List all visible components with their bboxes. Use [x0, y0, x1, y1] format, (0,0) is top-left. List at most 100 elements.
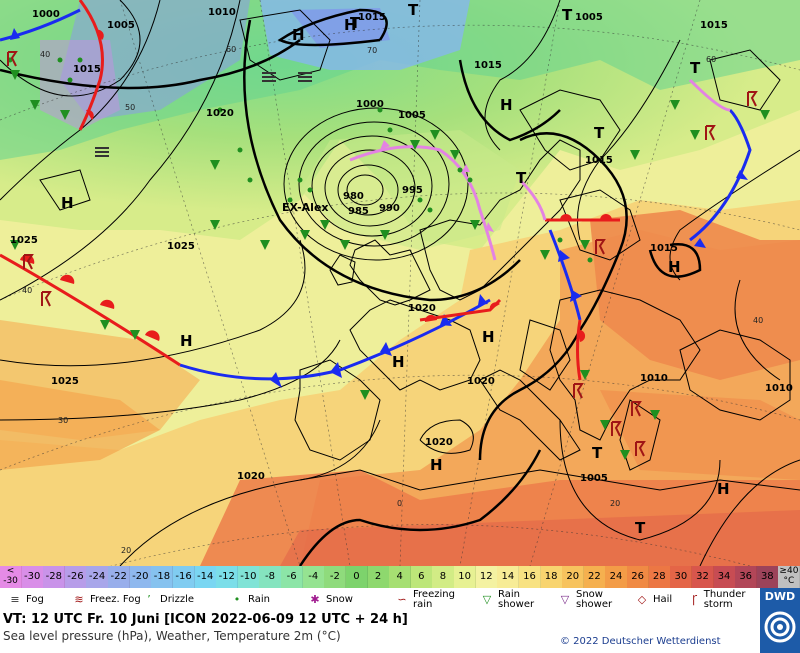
- snow-shower-icon: ▽: [560, 593, 570, 606]
- svg-text:990: 990: [379, 203, 400, 214]
- svg-text:60: 60: [226, 45, 236, 54]
- svg-text:T: T: [516, 169, 527, 187]
- svg-text:1020: 1020: [237, 471, 265, 482]
- scale-cell: 18: [540, 566, 563, 588]
- valid-time-line: VT: 12 UTC Fr. 10 Juni [ICON 2022-06-09 …: [3, 612, 408, 627]
- legend-label: Snow: [326, 594, 353, 605]
- legend-item: ∽ Freezing rain: [393, 588, 473, 612]
- scale-cell: 12: [475, 566, 498, 588]
- weather-map: 1000 1005 1010 1015 1015 1015 1005 1015 …: [0, 0, 800, 566]
- svg-text:H: H: [668, 258, 681, 276]
- legend-label: Rain shower: [498, 589, 535, 610]
- scale-cell: -24: [86, 566, 109, 588]
- svg-text:H: H: [180, 332, 193, 350]
- svg-text:1000: 1000: [356, 99, 384, 110]
- svg-text:1015: 1015: [700, 20, 728, 31]
- scale-cell: 0: [345, 566, 369, 588]
- pressure-labels: 1000 1005 1010 1015 1015 1015 1005 1015 …: [10, 7, 793, 484]
- legend-label: Freez. Fog: [90, 594, 141, 605]
- svg-text:1015: 1015: [650, 243, 678, 254]
- svg-text:1005: 1005: [575, 12, 603, 23]
- svg-text:1015: 1015: [474, 60, 502, 71]
- thunderstorm-symbols: [7, 51, 758, 457]
- fog-icon: ≡: [10, 593, 20, 606]
- scale-cell: -14: [194, 566, 217, 588]
- storm-name-label: EX-Alex: [282, 201, 329, 214]
- svg-text:0: 0: [397, 499, 402, 508]
- scale-cell: -10: [237, 566, 260, 588]
- svg-text:1015: 1015: [73, 64, 101, 75]
- scale-cell: -26: [64, 566, 87, 588]
- dwd-logo: DWD: [760, 588, 800, 653]
- svg-text:1000: 1000: [32, 9, 60, 20]
- cold-front: [0, 8, 752, 388]
- freezing-rain-icon: ∽: [397, 593, 407, 606]
- scale-cell: 24: [605, 566, 628, 588]
- freezing-fog-icon: ≋: [74, 593, 84, 606]
- scale-cell: 4: [389, 566, 412, 588]
- svg-text:40: 40: [22, 286, 32, 295]
- legend-item: ≋ Freez. Fog: [70, 588, 141, 612]
- legend-label: Freezing rain: [413, 589, 455, 610]
- svg-text:20: 20: [610, 499, 620, 508]
- legend-label: Rain: [248, 594, 270, 605]
- svg-text:60: 60: [706, 55, 716, 64]
- svg-text:1020: 1020: [467, 376, 495, 387]
- legend-item: Ꞅ Thunder storm: [688, 588, 760, 612]
- hail-icon: ◇: [637, 593, 647, 606]
- scale-cell: -12: [216, 566, 239, 588]
- svg-text:1010: 1010: [640, 373, 668, 384]
- rain-shower-icon: ▽: [482, 593, 492, 606]
- parameter-line: Sea level pressure (hPa), Weather, Tempe…: [3, 629, 341, 643]
- svg-text:1020: 1020: [408, 303, 436, 314]
- graticule: [0, 0, 800, 566]
- svg-text:1025: 1025: [10, 235, 38, 246]
- thunderstorm-icon: Ꞅ: [692, 593, 698, 606]
- drizzle-icon: ’: [147, 593, 151, 606]
- svg-text:1020: 1020: [206, 108, 234, 119]
- svg-text:T: T: [635, 519, 646, 537]
- legend-label: Snow shower: [576, 589, 613, 610]
- svg-text:70: 70: [367, 46, 377, 55]
- scale-cell: ≥40 °C: [778, 566, 800, 588]
- svg-text:1015: 1015: [585, 155, 613, 166]
- dwd-swirl-icon: [764, 611, 796, 643]
- coastlines: [39, 9, 800, 491]
- scale-cell: -4: [302, 566, 325, 588]
- svg-text:50: 50: [125, 103, 135, 112]
- scale-cell: 22: [583, 566, 606, 588]
- svg-text:1015: 1015: [358, 12, 386, 23]
- svg-text:1025: 1025: [51, 376, 79, 387]
- svg-text:T: T: [594, 124, 605, 142]
- scale-cell: -16: [172, 566, 196, 588]
- main-isobars: [0, 8, 702, 566]
- svg-text:40: 40: [40, 50, 50, 59]
- scale-cell: 8: [432, 566, 455, 588]
- svg-text:1005: 1005: [398, 110, 426, 121]
- legend-label: Fog: [26, 594, 44, 605]
- legend-item: ’ Drizzle: [140, 588, 194, 612]
- svg-text:T: T: [562, 6, 573, 24]
- scale-cell: 16: [518, 566, 542, 588]
- scale-cell: -2: [324, 566, 347, 588]
- legend-item: ◇ Hail: [633, 588, 672, 612]
- svg-text:T: T: [592, 444, 603, 462]
- svg-text:H: H: [482, 328, 495, 346]
- svg-text:T: T: [690, 59, 701, 77]
- legend-item: • Rain: [228, 588, 270, 612]
- scale-cell: 34: [713, 566, 736, 588]
- svg-text:1020: 1020: [425, 437, 453, 448]
- legend-label: Drizzle: [160, 594, 195, 605]
- scale-cell: 32: [691, 566, 714, 588]
- dwd-logo-text: DWD: [764, 590, 796, 603]
- legend-item: ▽ Rain shower: [478, 588, 558, 612]
- legend-item: ≡ Fog: [6, 588, 44, 612]
- svg-text:H: H: [500, 96, 513, 114]
- legend-item: ✱ Snow: [306, 588, 353, 612]
- svg-text:40: 40: [753, 316, 763, 325]
- svg-text:H: H: [392, 353, 405, 371]
- svg-text:1005: 1005: [107, 20, 135, 31]
- scale-cell: 30: [670, 566, 693, 588]
- weather-symbols: [7, 57, 770, 460]
- scale-cell: 26: [627, 566, 650, 588]
